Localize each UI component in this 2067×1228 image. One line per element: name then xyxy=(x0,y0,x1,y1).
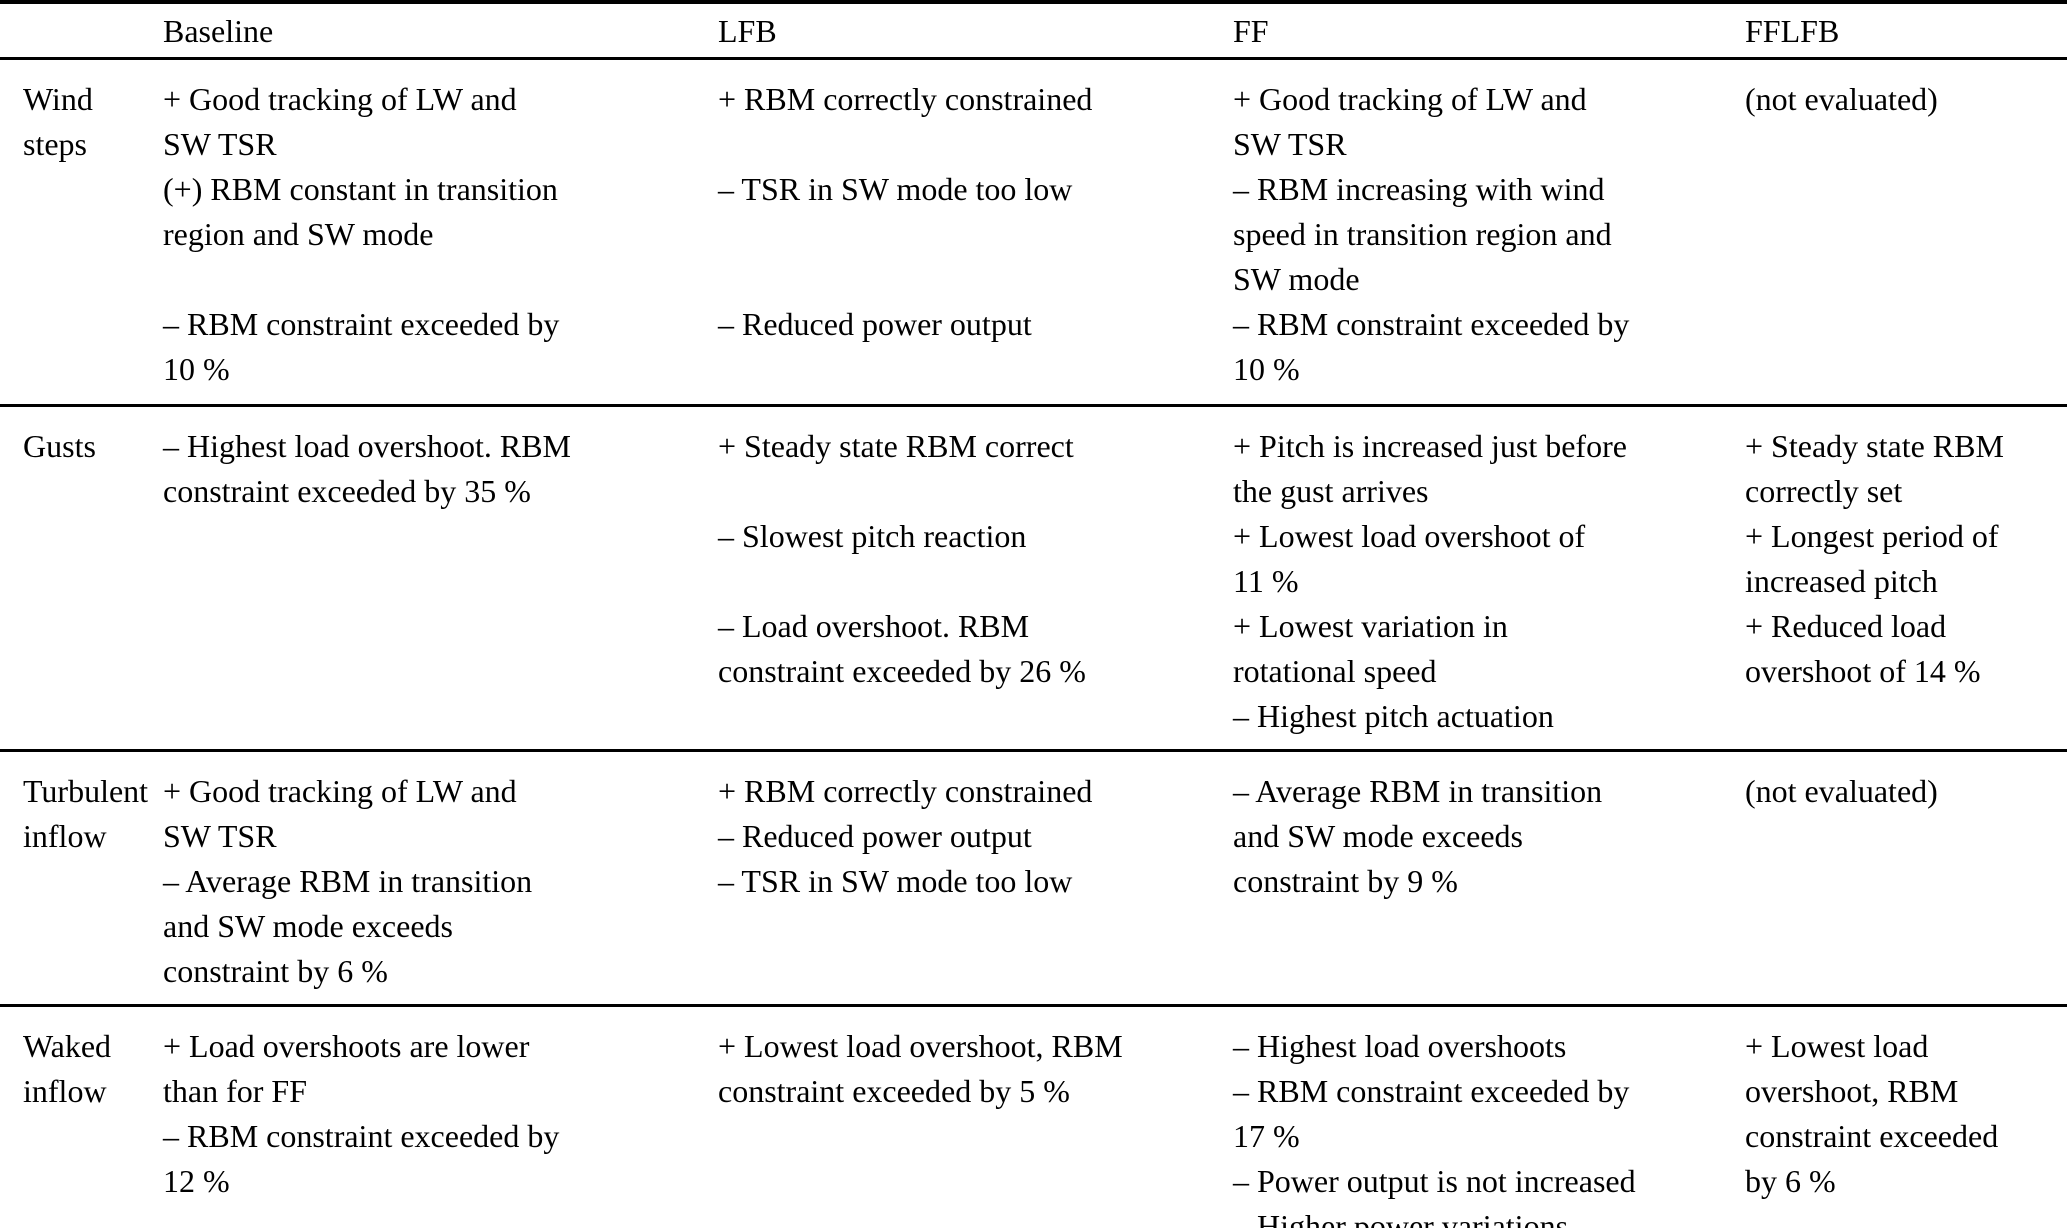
cell-waked-baseline: + Load overshoots are lower than for FF … xyxy=(140,1006,695,1228)
cell-item: – RBM increasing with wind speed in tran… xyxy=(1233,171,1612,297)
cell-waked-lfb: + Lowest load overshoot, RBM constraint … xyxy=(695,1006,1210,1228)
cell-wind-steps-ff: + Good tracking of LW and SW TSR – RBM i… xyxy=(1210,59,1722,406)
row-label-gusts: Gusts xyxy=(23,428,96,464)
cell-gusts-lfb: + Steady state RBM correct – Slowest pit… xyxy=(695,406,1210,751)
column-header-lfb: LFB xyxy=(718,13,777,49)
cell-item: + Steady state RBM correctly set xyxy=(1745,428,2004,509)
cell-item: – RBM constraint exceeded by 10 % xyxy=(1233,306,1630,387)
row-label-turbulent-inflow: Turbulent inflow xyxy=(23,773,149,854)
cell-wind-steps-fflfb: (not evaluated) xyxy=(1722,59,2067,406)
cell-gusts-ff: + Pitch is increased just before the gus… xyxy=(1210,406,1722,751)
cell-item: – Higher power variations xyxy=(1233,1208,1569,1228)
cell-item: (not evaluated) xyxy=(1745,773,1938,809)
table-row-gusts: Gusts – Highest load overshoot. RBM cons… xyxy=(0,406,2067,751)
column-header-empty xyxy=(0,2,140,59)
cell-item: + Reduced load overshoot of 14 % xyxy=(1745,608,1981,689)
cell-gusts-baseline: – Highest load overshoot. RBM constraint… xyxy=(140,406,695,751)
header-row: Baseline LFB FF FFLFB xyxy=(0,2,2067,59)
cell-turbulent-ff: – Average RBM in transition and SW mode … xyxy=(1210,751,1722,1006)
cell-item: – Average RBM in transition and SW mode … xyxy=(163,863,533,989)
cell-item: – RBM constraint exceeded by 17 % xyxy=(1233,1073,1630,1154)
table-row-waked-inflow: Waked inflow + Load overshoots are lower… xyxy=(0,1006,2067,1228)
column-header-baseline: Baseline xyxy=(163,13,274,49)
cell-item: + Longest period of increased pitch xyxy=(1745,518,1999,599)
cell-item: + RBM correctly constrained xyxy=(718,81,1093,117)
row-label-wind-steps: Wind steps xyxy=(23,81,93,162)
cell-item: – RBM constraint exceeded by 12 % xyxy=(163,1118,560,1199)
cell-item: – Power output is not increased xyxy=(1233,1163,1636,1199)
cell-item: + Steady state RBM correct xyxy=(718,428,1074,464)
cell-item: + Load overshoots are lower than for FF xyxy=(163,1028,530,1109)
column-header-fflfb: FFLFB xyxy=(1745,13,1840,49)
cell-wind-steps-baseline: + Good tracking of LW and SW TSR (+) RBM… xyxy=(140,59,695,406)
cell-item: + Lowest variation in rotational speed xyxy=(1233,608,1508,689)
cell-item: (not evaluated) xyxy=(1745,81,1938,117)
cell-item: – Reduced power output xyxy=(718,306,1032,342)
cell-item: + RBM correctly constrained xyxy=(718,773,1093,809)
cell-wind-steps-lfb: + RBM correctly constrained – TSR in SW … xyxy=(695,59,1210,406)
cell-item: – TSR in SW mode too low xyxy=(718,863,1073,899)
cell-item: + Good tracking of LW and SW TSR xyxy=(1233,81,1587,162)
cell-item: – Slowest pitch reaction xyxy=(718,518,1027,554)
row-label-waked-inflow: Waked inflow xyxy=(23,1028,112,1109)
table-row-wind-steps: Wind steps + Good tracking of LW and SW … xyxy=(0,59,2067,406)
cell-item: – Highest pitch actuation xyxy=(1233,698,1554,734)
cell-gusts-fflfb: + Steady state RBM correctly set + Longe… xyxy=(1722,406,2067,751)
cell-item: – Reduced power output xyxy=(718,818,1032,854)
cell-item: + Good tracking of LW and SW TSR xyxy=(163,81,517,162)
cell-item: – RBM constraint exceeded by 10 % xyxy=(163,306,560,387)
cell-waked-fflfb: + Lowest load overshoot, RBM constraint … xyxy=(1722,1006,2067,1228)
cell-turbulent-baseline: + Good tracking of LW and SW TSR – Avera… xyxy=(140,751,695,1006)
cell-turbulent-lfb: + RBM correctly constrained – Reduced po… xyxy=(695,751,1210,1006)
cell-item: – Highest load overshoot. RBM constraint… xyxy=(163,428,571,509)
cell-item: + Lowest load overshoot, RBM constraint … xyxy=(718,1028,1123,1109)
cell-waked-ff: – Highest load overshoots – RBM constrai… xyxy=(1210,1006,1722,1228)
cell-item: + Lowest load overshoot of 11 % xyxy=(1233,518,1586,599)
column-header-ff: FF xyxy=(1233,13,1269,49)
cell-turbulent-fflfb: (not evaluated) xyxy=(1722,751,2067,1006)
cell-item: – TSR in SW mode too low xyxy=(718,171,1073,207)
cell-item: + Good tracking of LW and SW TSR xyxy=(163,773,517,854)
cell-item: (+) RBM constant in transition region an… xyxy=(163,171,558,252)
cell-item: + Lowest load overshoot, RBM constraint … xyxy=(1745,1028,1999,1199)
cell-item: – Load overshoot. RBM constraint exceede… xyxy=(718,608,1086,689)
table-row-turbulent-inflow: Turbulent inflow + Good tracking of LW a… xyxy=(0,751,2067,1006)
cell-item: + Pitch is increased just before the gus… xyxy=(1233,428,1627,509)
cell-item: – Highest load overshoots xyxy=(1233,1028,1567,1064)
cell-item: – Average RBM in transition and SW mode … xyxy=(1233,773,1603,899)
